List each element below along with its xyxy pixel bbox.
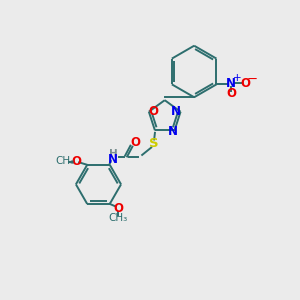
- Text: O: O: [71, 154, 81, 168]
- Text: S: S: [149, 137, 158, 150]
- Text: N: N: [108, 153, 118, 166]
- Text: O: O: [113, 202, 123, 215]
- Text: O: O: [130, 136, 140, 149]
- Text: O: O: [240, 76, 250, 90]
- Text: CH₃: CH₃: [56, 156, 75, 166]
- Text: +: +: [233, 73, 242, 83]
- Text: −: −: [247, 73, 258, 85]
- Text: N: N: [171, 105, 181, 118]
- Text: O: O: [226, 87, 236, 100]
- Text: H: H: [109, 149, 118, 159]
- Text: N: N: [168, 125, 178, 138]
- Text: O: O: [148, 105, 158, 118]
- Text: CH₃: CH₃: [109, 213, 128, 223]
- Text: N: N: [226, 76, 236, 90]
